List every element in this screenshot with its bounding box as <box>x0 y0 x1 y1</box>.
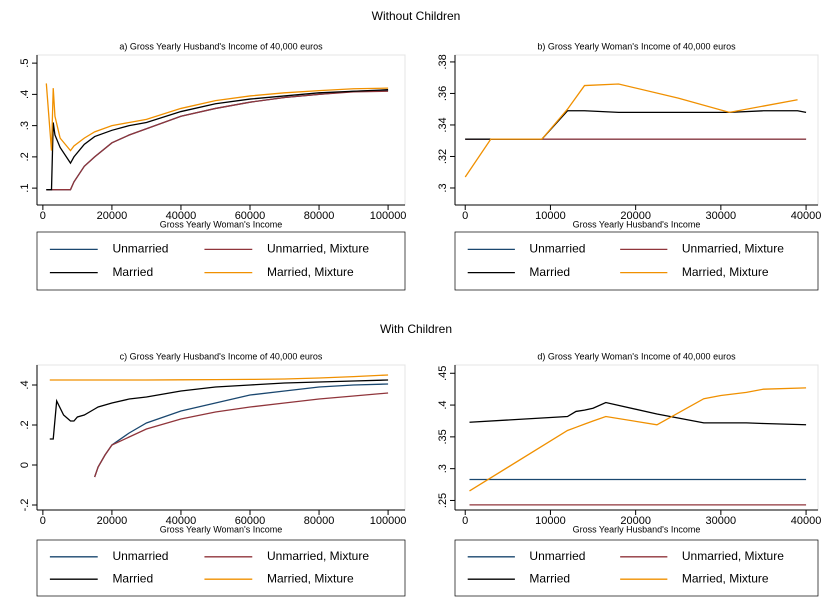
x-axis-label: Gross Yearly Husband's Income <box>573 524 701 534</box>
x-tick-label: 30000 <box>706 515 737 527</box>
legend-box <box>36 231 406 291</box>
legend-label: Unmarried <box>529 549 585 563</box>
chart-title: d) Gross Yearly Woman's Income of 40,000… <box>537 351 736 361</box>
series-line <box>46 90 389 191</box>
series-line <box>45 83 389 152</box>
legend-label: Unmarried <box>112 549 168 563</box>
legend-label: Unmarried, Mixture <box>682 549 784 563</box>
legend-box <box>36 539 406 597</box>
legend-label: Unmarried, Mixture <box>267 549 369 563</box>
legend-label: Unmarried <box>112 242 168 256</box>
y-tick-label: .3 <box>19 121 31 130</box>
y-tick-label: .4 <box>19 90 31 99</box>
series-line <box>469 387 807 492</box>
y-tick-label: 0 <box>19 462 31 468</box>
legend-box <box>454 539 819 597</box>
y-tick-label: .3 <box>437 183 449 192</box>
x-tick-label: 80000 <box>304 210 335 222</box>
y-tick-label: .34 <box>437 117 449 132</box>
x-tick-label: 30000 <box>706 210 737 222</box>
x-tick-label: 80000 <box>304 515 335 527</box>
series-line <box>94 392 389 478</box>
chart-title: b) Gross Yearly Woman's Income of 40,000… <box>537 41 736 51</box>
y-tick-label: .25 <box>437 493 449 508</box>
plot-area <box>454 364 819 511</box>
legend-label: Unmarried <box>529 242 585 256</box>
legend-box <box>454 231 819 291</box>
series-line <box>49 379 389 440</box>
y-tick-label: .4 <box>19 380 31 389</box>
x-tick-label: 20000 <box>97 210 128 222</box>
series-line <box>49 374 389 381</box>
y-tick-label: .5 <box>19 59 31 68</box>
section-title: Without Children <box>372 9 461 23</box>
x-tick-label: 20000 <box>620 210 651 222</box>
series-line <box>46 89 389 191</box>
legend-label: Married <box>529 265 570 279</box>
y-tick-label: -.2 <box>19 499 31 512</box>
x-tick-label: 0 <box>40 515 46 527</box>
chart-title: a) Gross Yearly Husband's Income of 40,0… <box>119 41 323 51</box>
legend-label: Married <box>112 571 153 585</box>
y-tick-label: .36 <box>437 86 449 101</box>
x-tick-label: 100000 <box>370 515 407 527</box>
x-tick-label: 20000 <box>620 515 651 527</box>
x-tick-label: 0 <box>462 210 468 222</box>
plot-area <box>36 54 406 206</box>
legend-label: Married, Mixture <box>682 265 769 279</box>
legend-label: Married, Mixture <box>267 571 354 585</box>
y-tick-label: .32 <box>437 149 449 164</box>
x-tick-label: 0 <box>462 515 468 527</box>
section-title: With Children <box>380 322 452 336</box>
x-tick-label: 40000 <box>166 515 197 527</box>
x-tick-label: 20000 <box>97 515 128 527</box>
x-tick-label: 40000 <box>166 210 197 222</box>
x-tick-label: 0 <box>40 210 46 222</box>
y-tick-label: .2 <box>19 420 31 429</box>
y-tick-label: .2 <box>19 152 31 161</box>
y-tick-label: .4 <box>437 400 449 409</box>
legend-label: Unmarried, Mixture <box>267 242 369 256</box>
x-axis-label: Gross Yearly Woman's Income <box>160 219 283 229</box>
x-tick-label: 10000 <box>535 210 566 222</box>
y-tick-label: .38 <box>437 54 449 69</box>
y-tick-label: .3 <box>437 464 449 473</box>
legend-label: Married <box>529 571 570 585</box>
y-tick-label: .45 <box>437 366 449 381</box>
plot-area <box>454 54 819 206</box>
x-tick-label: 100000 <box>370 210 407 222</box>
series-line <box>469 401 807 426</box>
x-axis-label: Gross Yearly Husband's Income <box>573 219 701 229</box>
y-tick-label: .35 <box>437 429 449 444</box>
chart-title: c) Gross Yearly Husband's Income of 40,0… <box>120 351 323 361</box>
series-line <box>464 83 798 178</box>
legend-label: Married <box>112 265 153 279</box>
x-axis-label: Gross Yearly Woman's Income <box>160 524 283 534</box>
plot-area <box>36 364 406 511</box>
legend-label: Married, Mixture <box>682 571 769 585</box>
x-tick-label: 10000 <box>535 515 566 527</box>
legend-label: Married, Mixture <box>267 265 354 279</box>
legend-label: Unmarried, Mixture <box>682 242 784 256</box>
x-tick-label: 60000 <box>235 210 266 222</box>
y-tick-label: .1 <box>19 184 31 193</box>
x-tick-label: 40000 <box>791 515 822 527</box>
x-tick-label: 40000 <box>791 210 822 222</box>
x-tick-label: 60000 <box>235 515 266 527</box>
